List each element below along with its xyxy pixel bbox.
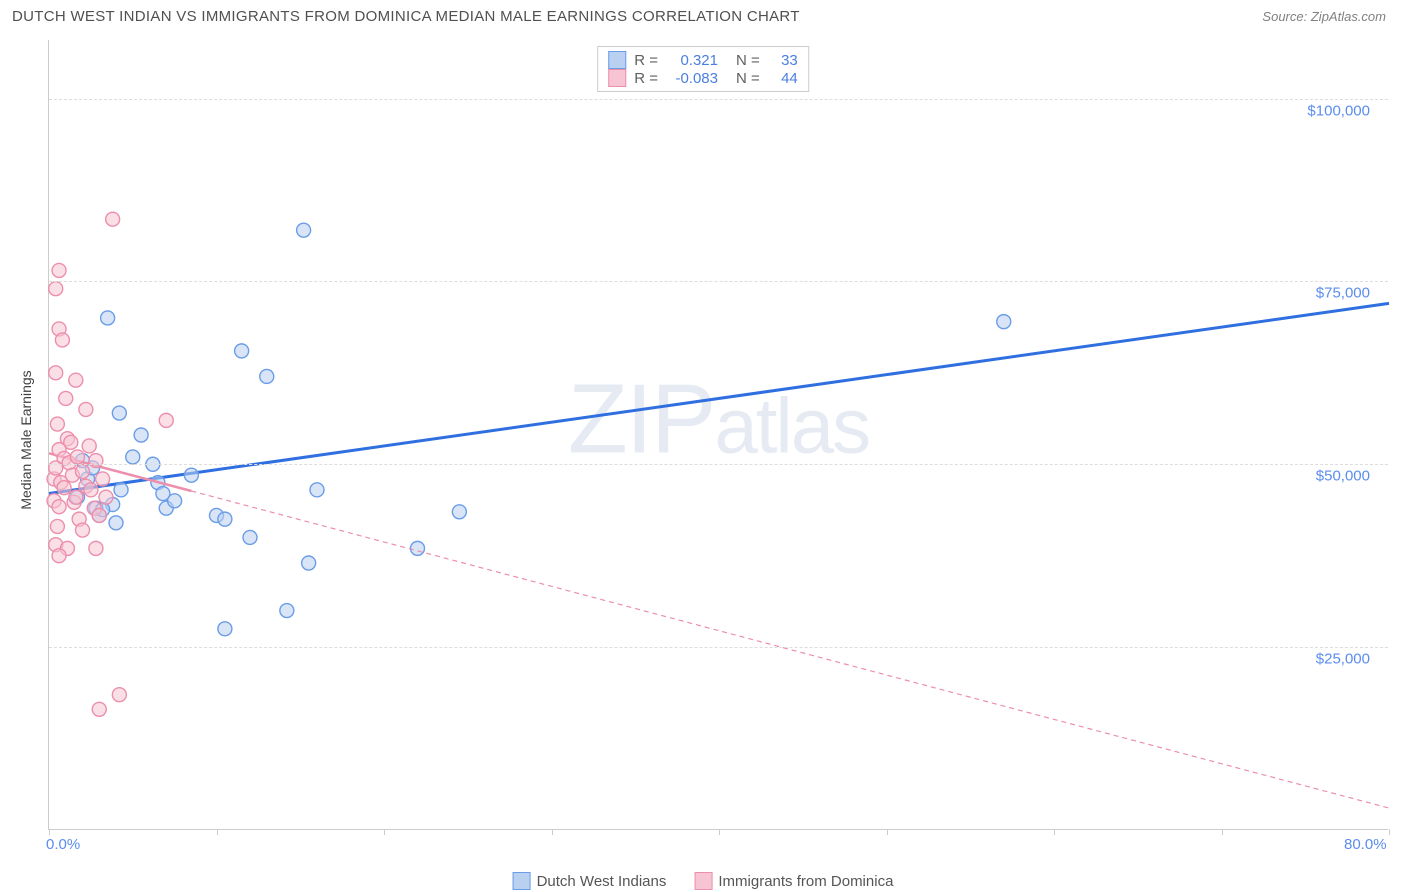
data-point xyxy=(112,688,126,702)
y-tick-label: $50,000 xyxy=(1316,468,1370,485)
data-point xyxy=(109,516,123,530)
data-point xyxy=(49,366,63,380)
stat-r-label: R = xyxy=(634,70,658,87)
data-point xyxy=(101,311,115,325)
data-point xyxy=(76,465,90,479)
data-point xyxy=(89,541,103,555)
data-point xyxy=(997,315,1011,329)
legend-label: Dutch West Indians xyxy=(537,873,667,890)
y-tick-label: $100,000 xyxy=(1307,102,1370,119)
stat-n-value: 44 xyxy=(768,70,798,87)
data-point xyxy=(99,490,113,504)
data-point xyxy=(55,333,69,347)
stats-legend: R = 0.321 N = 33 R = -0.083 N = 44 xyxy=(597,46,809,92)
data-point xyxy=(184,468,198,482)
data-point xyxy=(70,450,84,464)
x-tick xyxy=(552,829,553,835)
data-point xyxy=(50,519,64,533)
gridline-h xyxy=(49,647,1388,648)
data-point xyxy=(243,530,257,544)
gridline-h xyxy=(49,281,1388,282)
data-point xyxy=(52,549,66,563)
legend-label: Immigrants from Dominica xyxy=(718,873,893,890)
chart-plot-area: ZIPatlas $25,000$50,000$75,000$100,000 xyxy=(48,40,1388,830)
data-point xyxy=(89,454,103,468)
legend-swatch xyxy=(513,872,531,890)
x-tick xyxy=(49,829,50,835)
stat-r-label: R = xyxy=(634,52,658,69)
y-tick-label: $25,000 xyxy=(1316,651,1370,668)
data-point xyxy=(302,556,316,570)
data-point xyxy=(52,500,66,514)
stats-row: R = 0.321 N = 33 xyxy=(608,51,798,69)
x-tick xyxy=(384,829,385,835)
legend-swatch xyxy=(608,51,626,69)
legend-item: Immigrants from Dominica xyxy=(694,872,893,890)
data-point xyxy=(134,428,148,442)
x-tick xyxy=(1389,829,1390,835)
data-point xyxy=(92,702,106,716)
data-point xyxy=(310,483,324,497)
stat-n-value: 33 xyxy=(768,52,798,69)
data-point xyxy=(112,406,126,420)
data-point xyxy=(92,508,106,522)
data-point xyxy=(49,282,63,296)
data-point xyxy=(57,481,71,495)
data-point xyxy=(59,391,73,405)
data-point xyxy=(49,461,63,475)
data-point xyxy=(106,212,120,226)
data-point xyxy=(69,373,83,387)
trend-line-ext-1 xyxy=(191,491,1389,808)
data-point xyxy=(114,483,128,497)
plot-svg xyxy=(49,40,1388,829)
x-tick-label: 80.0% xyxy=(1344,836,1387,853)
data-point xyxy=(411,541,425,555)
legend-swatch xyxy=(694,872,712,890)
gridline-h xyxy=(49,99,1388,100)
x-tick xyxy=(217,829,218,835)
x-tick xyxy=(1054,829,1055,835)
source-attribution: Source: ZipAtlas.com xyxy=(1262,9,1386,24)
data-point xyxy=(297,223,311,237)
x-tick-label: 0.0% xyxy=(46,836,80,853)
data-point xyxy=(218,512,232,526)
data-point xyxy=(96,472,110,486)
chart-header: DUTCH WEST INDIAN VS IMMIGRANTS FROM DOM… xyxy=(0,0,1406,29)
data-point xyxy=(218,622,232,636)
stat-r-value: 0.321 xyxy=(666,52,718,69)
stat-n-label: N = xyxy=(736,70,760,87)
legend-item: Dutch West Indians xyxy=(513,872,667,890)
x-tick xyxy=(719,829,720,835)
chart-title: DUTCH WEST INDIAN VS IMMIGRANTS FROM DOM… xyxy=(12,8,800,25)
data-point xyxy=(69,490,83,504)
data-point xyxy=(452,505,466,519)
data-point xyxy=(126,450,140,464)
data-point xyxy=(50,417,64,431)
legend-swatch xyxy=(608,69,626,87)
x-tick xyxy=(887,829,888,835)
data-point xyxy=(64,435,78,449)
data-point xyxy=(168,494,182,508)
y-axis-label: Median Male Earnings xyxy=(18,370,34,509)
stats-row: R = -0.083 N = 44 xyxy=(608,69,798,87)
data-point xyxy=(84,483,98,497)
data-point xyxy=(260,369,274,383)
x-tick xyxy=(1222,829,1223,835)
data-point xyxy=(159,413,173,427)
data-point xyxy=(52,263,66,277)
y-tick-label: $75,000 xyxy=(1316,285,1370,302)
stat-n-label: N = xyxy=(736,52,760,69)
series-legend: Dutch West Indians Immigrants from Domini… xyxy=(513,872,894,890)
source-value: ZipAtlas.com xyxy=(1311,9,1386,24)
source-label: Source: xyxy=(1262,9,1307,24)
gridline-h xyxy=(49,464,1388,465)
data-point xyxy=(235,344,249,358)
data-point xyxy=(79,402,93,416)
data-point xyxy=(280,604,294,618)
data-point xyxy=(76,523,90,537)
stat-r-value: -0.083 xyxy=(666,70,718,87)
data-point xyxy=(82,439,96,453)
